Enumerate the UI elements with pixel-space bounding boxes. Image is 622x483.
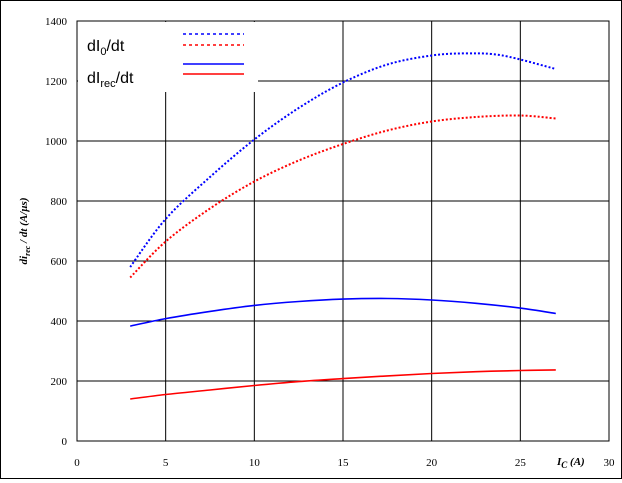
x-tick-label: 0 — [74, 457, 80, 469]
legend-label-dIrec-sub: rec — [100, 78, 116, 90]
x-axis-title: IC (A) — [556, 456, 585, 470]
legend-label-dI0: dI0/dt — [87, 38, 125, 58]
x-tick-label: 20 — [426, 457, 438, 469]
series-dIrec-blue-solid — [130, 297, 556, 327]
legend-label-dIrec-main: dI — [87, 70, 100, 87]
y-tick-labels: 0 200 400 600 800 1000 1200 1400 — [45, 16, 68, 448]
y-tick-label: 200 — [51, 376, 68, 388]
x-tick-label: 15 — [338, 457, 350, 469]
series-dI0-blue-dotted — [129, 52, 557, 268]
y-tick-label: 600 — [51, 256, 68, 268]
series-lines — [129, 52, 557, 400]
y-axis-title-sub: rec — [23, 245, 32, 256]
y-axis-title: direc / dt (A/µs) — [18, 198, 32, 265]
legend-label-dI0-sub: 0 — [100, 46, 106, 58]
y-tick-label: 800 — [51, 196, 68, 208]
y-axis-title-unit: / dt (A/µs) — [18, 198, 30, 246]
x-tick-label: 25 — [515, 457, 527, 469]
y-tick-label: 1400 — [45, 16, 68, 28]
y-axis-title-main: di — [18, 255, 30, 265]
y-tick-label: 400 — [51, 316, 68, 328]
x-axis-title-sub: C — [561, 460, 568, 470]
legend-label-dI0-tail: /dt — [106, 38, 124, 55]
x-axis-title-unit: (A) — [567, 456, 584, 468]
series-dIrec-red-solid — [130, 369, 556, 400]
y-tick-label: 1200 — [45, 76, 68, 88]
legend-label-dI0-main: dI — [87, 38, 100, 55]
legend-label-dIrec: dIrec/dt — [87, 70, 134, 90]
x-tick-label: 5 — [163, 457, 169, 469]
series-dI0-red-dotted — [129, 114, 556, 279]
y-tick-label: 1000 — [45, 136, 68, 148]
x-tick-labels: 0 5 10 15 20 25 30 — [74, 457, 615, 469]
x-tick-label: 30 — [604, 457, 616, 469]
y-tick-label: 0 — [62, 436, 68, 448]
legend: dI0/dt dIrec/dt — [78, 22, 258, 92]
legend-label-dIrec-tail: /dt — [116, 70, 134, 87]
x-axis-title-main: I — [556, 456, 562, 468]
x-tick-label: 10 — [249, 457, 261, 469]
